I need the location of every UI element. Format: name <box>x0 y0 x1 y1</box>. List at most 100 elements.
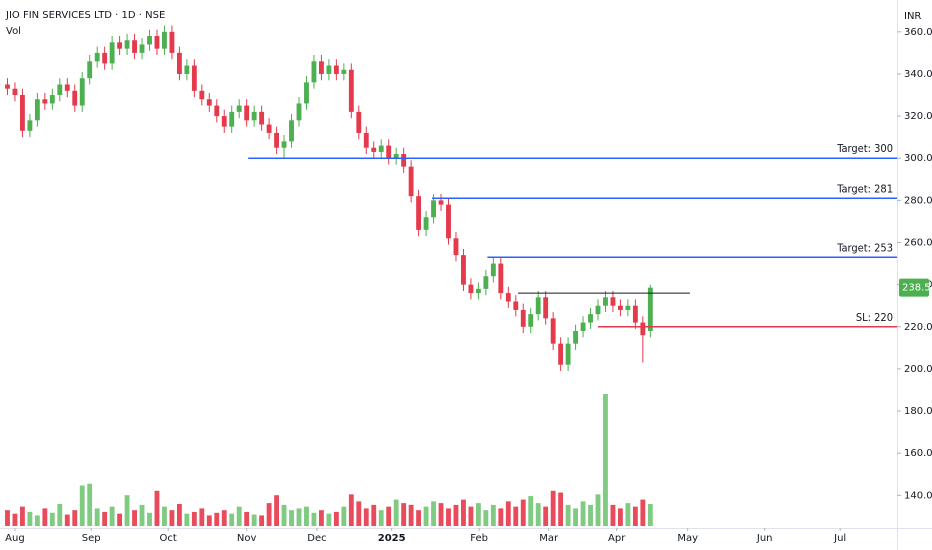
candle-body <box>72 90 78 106</box>
candle-body <box>318 61 324 74</box>
candle-body <box>535 297 541 315</box>
volume-bar <box>505 501 511 526</box>
volume-bar <box>147 512 152 526</box>
volume-bar <box>117 513 123 526</box>
candle-body <box>640 322 646 336</box>
candle-body <box>311 61 317 83</box>
volume-bar <box>423 506 429 526</box>
candle-body <box>12 88 18 96</box>
y-tick-label: 220.00 <box>904 322 932 333</box>
candle-body <box>543 297 549 319</box>
volume-bar <box>266 503 272 526</box>
volume-bar <box>490 504 496 526</box>
x-tick-label: May <box>677 533 698 544</box>
candle-body <box>595 305 601 315</box>
volume-bar <box>244 511 250 526</box>
candle-body <box>603 297 608 306</box>
volume-bar <box>603 394 608 526</box>
volume-bar <box>229 513 235 526</box>
candle-body <box>57 84 63 96</box>
volume-bar <box>640 499 646 526</box>
candle-body <box>94 52 100 62</box>
volume-bar <box>610 504 616 526</box>
volume-bar <box>87 483 93 526</box>
volume-bar <box>438 503 444 526</box>
candle-body <box>191 65 197 91</box>
volume-bar <box>617 508 623 526</box>
candle-body <box>348 69 354 112</box>
candle-body <box>259 111 265 125</box>
volume-bar <box>520 499 526 526</box>
candle-body <box>565 343 571 365</box>
y-tick-label: 260.00 <box>904 238 932 249</box>
volume-bar <box>498 508 504 526</box>
y-tick-label: 200.00 <box>904 364 932 375</box>
candle-body <box>610 297 616 306</box>
candle-body <box>401 154 407 167</box>
x-tick-label: Apr <box>608 533 626 544</box>
candle-body <box>124 40 130 49</box>
volume-bar <box>162 506 167 526</box>
volume-bar <box>446 508 451 526</box>
candle-body <box>423 217 429 230</box>
volume-bar <box>632 506 638 526</box>
x-tick-label: Mar <box>539 533 559 544</box>
x-tick-label: Oct <box>160 533 177 544</box>
candle-body <box>378 145 384 152</box>
volume-bar <box>401 503 407 526</box>
y-tick-label: 300.00 <box>904 153 932 164</box>
volume-bar <box>251 514 257 526</box>
volume-bar <box>42 508 48 526</box>
volume-bar <box>356 501 362 526</box>
candle-body <box>550 318 556 344</box>
candle-body <box>528 314 534 327</box>
volume-bar <box>79 485 85 526</box>
candle-body <box>341 69 347 74</box>
volume-bar <box>363 508 369 526</box>
y-tick-label: 340.00 <box>904 69 932 80</box>
candle-body <box>483 276 489 289</box>
volume-bar <box>580 501 586 526</box>
candle-body <box>281 141 287 148</box>
candle-body <box>475 288 481 294</box>
y-tick-label: 160.00 <box>904 448 932 459</box>
volume-label: Vol <box>6 26 21 37</box>
x-tick-label: Sep <box>82 533 101 544</box>
candle-body <box>266 124 272 133</box>
y-tick-label: 180.00 <box>904 406 932 417</box>
candle-body <box>468 284 474 294</box>
volume-bar <box>528 496 534 526</box>
candle-body <box>199 90 205 100</box>
y-tick-label: 360.00 <box>904 27 932 38</box>
volume-bar <box>416 510 422 526</box>
candle-body <box>109 42 115 64</box>
volume-bar <box>461 499 466 526</box>
volume-bar <box>371 504 377 526</box>
candle-body <box>154 36 160 49</box>
candle-body <box>588 314 593 323</box>
last-price-label: 238.57 <box>902 283 932 294</box>
candle-body <box>251 111 257 121</box>
candle-body <box>453 238 459 256</box>
volume-bar <box>57 504 63 526</box>
volume-bar <box>348 494 354 526</box>
volume-bar <box>378 510 384 526</box>
candle-body <box>632 305 638 323</box>
volume-bar <box>296 508 302 526</box>
y-tick-label: 320.00 <box>904 111 932 122</box>
candle-body <box>49 95 55 104</box>
candle-body <box>386 145 392 159</box>
candle-body <box>79 78 85 106</box>
candle-body <box>431 200 436 218</box>
candle-body <box>326 65 332 74</box>
volume-bar <box>408 504 414 526</box>
level-label: Target: 300 <box>836 142 893 155</box>
candle-body <box>520 309 526 327</box>
volume-bar <box>206 515 212 526</box>
volume-bar <box>318 510 324 526</box>
volume-bar <box>289 510 294 526</box>
candle-body <box>102 52 108 64</box>
volume-bar <box>184 513 190 526</box>
volume-bar <box>535 503 541 526</box>
currency: INR <box>904 11 921 22</box>
